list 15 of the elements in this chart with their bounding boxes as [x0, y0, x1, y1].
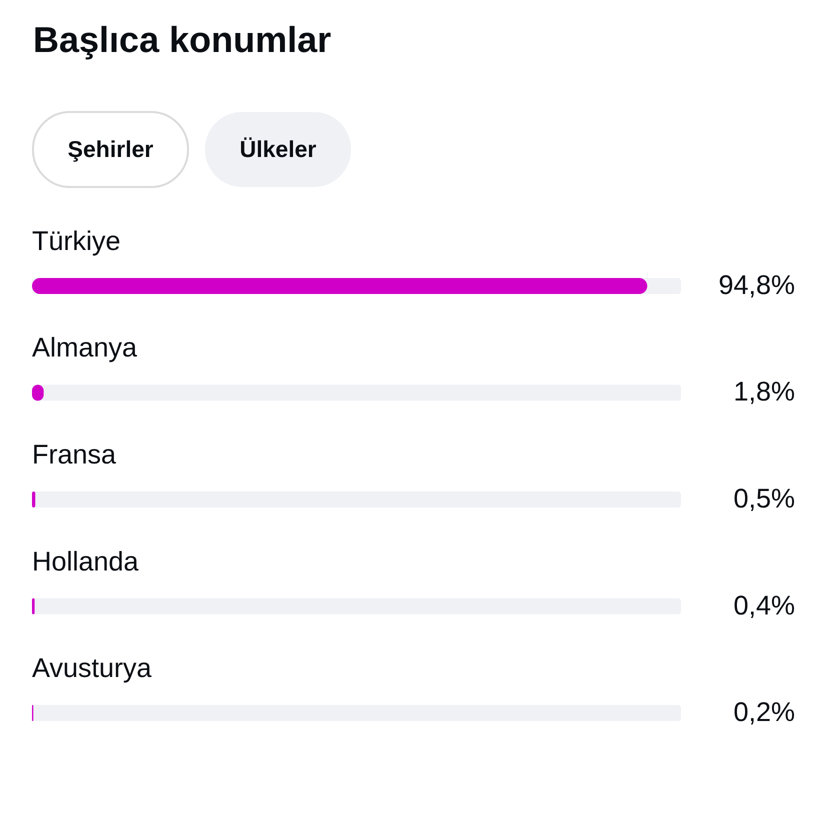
y-tick-label: Avusturya: [32, 653, 153, 684]
bar: [32, 492, 36, 508]
chart-title: Başlıca konumlar: [33, 19, 332, 60]
data-label: 0,4%: [733, 590, 795, 620]
text: Ülkeler: [240, 136, 316, 162]
bar: [32, 598, 35, 614]
y-tick-label: Fransa: [32, 440, 118, 470]
data-label: 0,5%: [733, 484, 795, 514]
y-tick-label: Almanya: [32, 332, 138, 363]
y-tick-label: Türkiye: [32, 226, 121, 256]
data-label: 1,8%: [733, 376, 795, 407]
text: Şehirler: [68, 136, 154, 162]
data-label: 94,8%: [718, 270, 795, 300]
data-label: 0,2%: [733, 697, 795, 728]
y-tick-label: Hollanda: [32, 546, 140, 576]
